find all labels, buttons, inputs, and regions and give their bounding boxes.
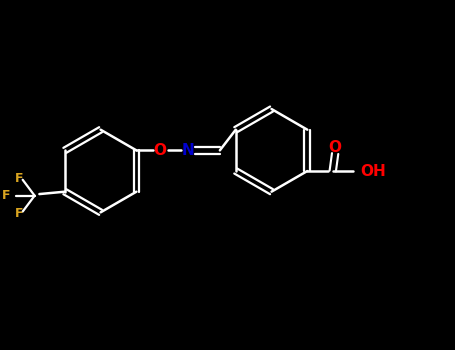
Text: O: O: [329, 140, 342, 155]
Text: N: N: [182, 143, 194, 158]
Text: F: F: [2, 189, 10, 202]
Text: F: F: [15, 206, 23, 220]
Text: OH: OH: [360, 163, 386, 178]
Text: F: F: [15, 172, 23, 185]
Text: O: O: [154, 143, 167, 158]
